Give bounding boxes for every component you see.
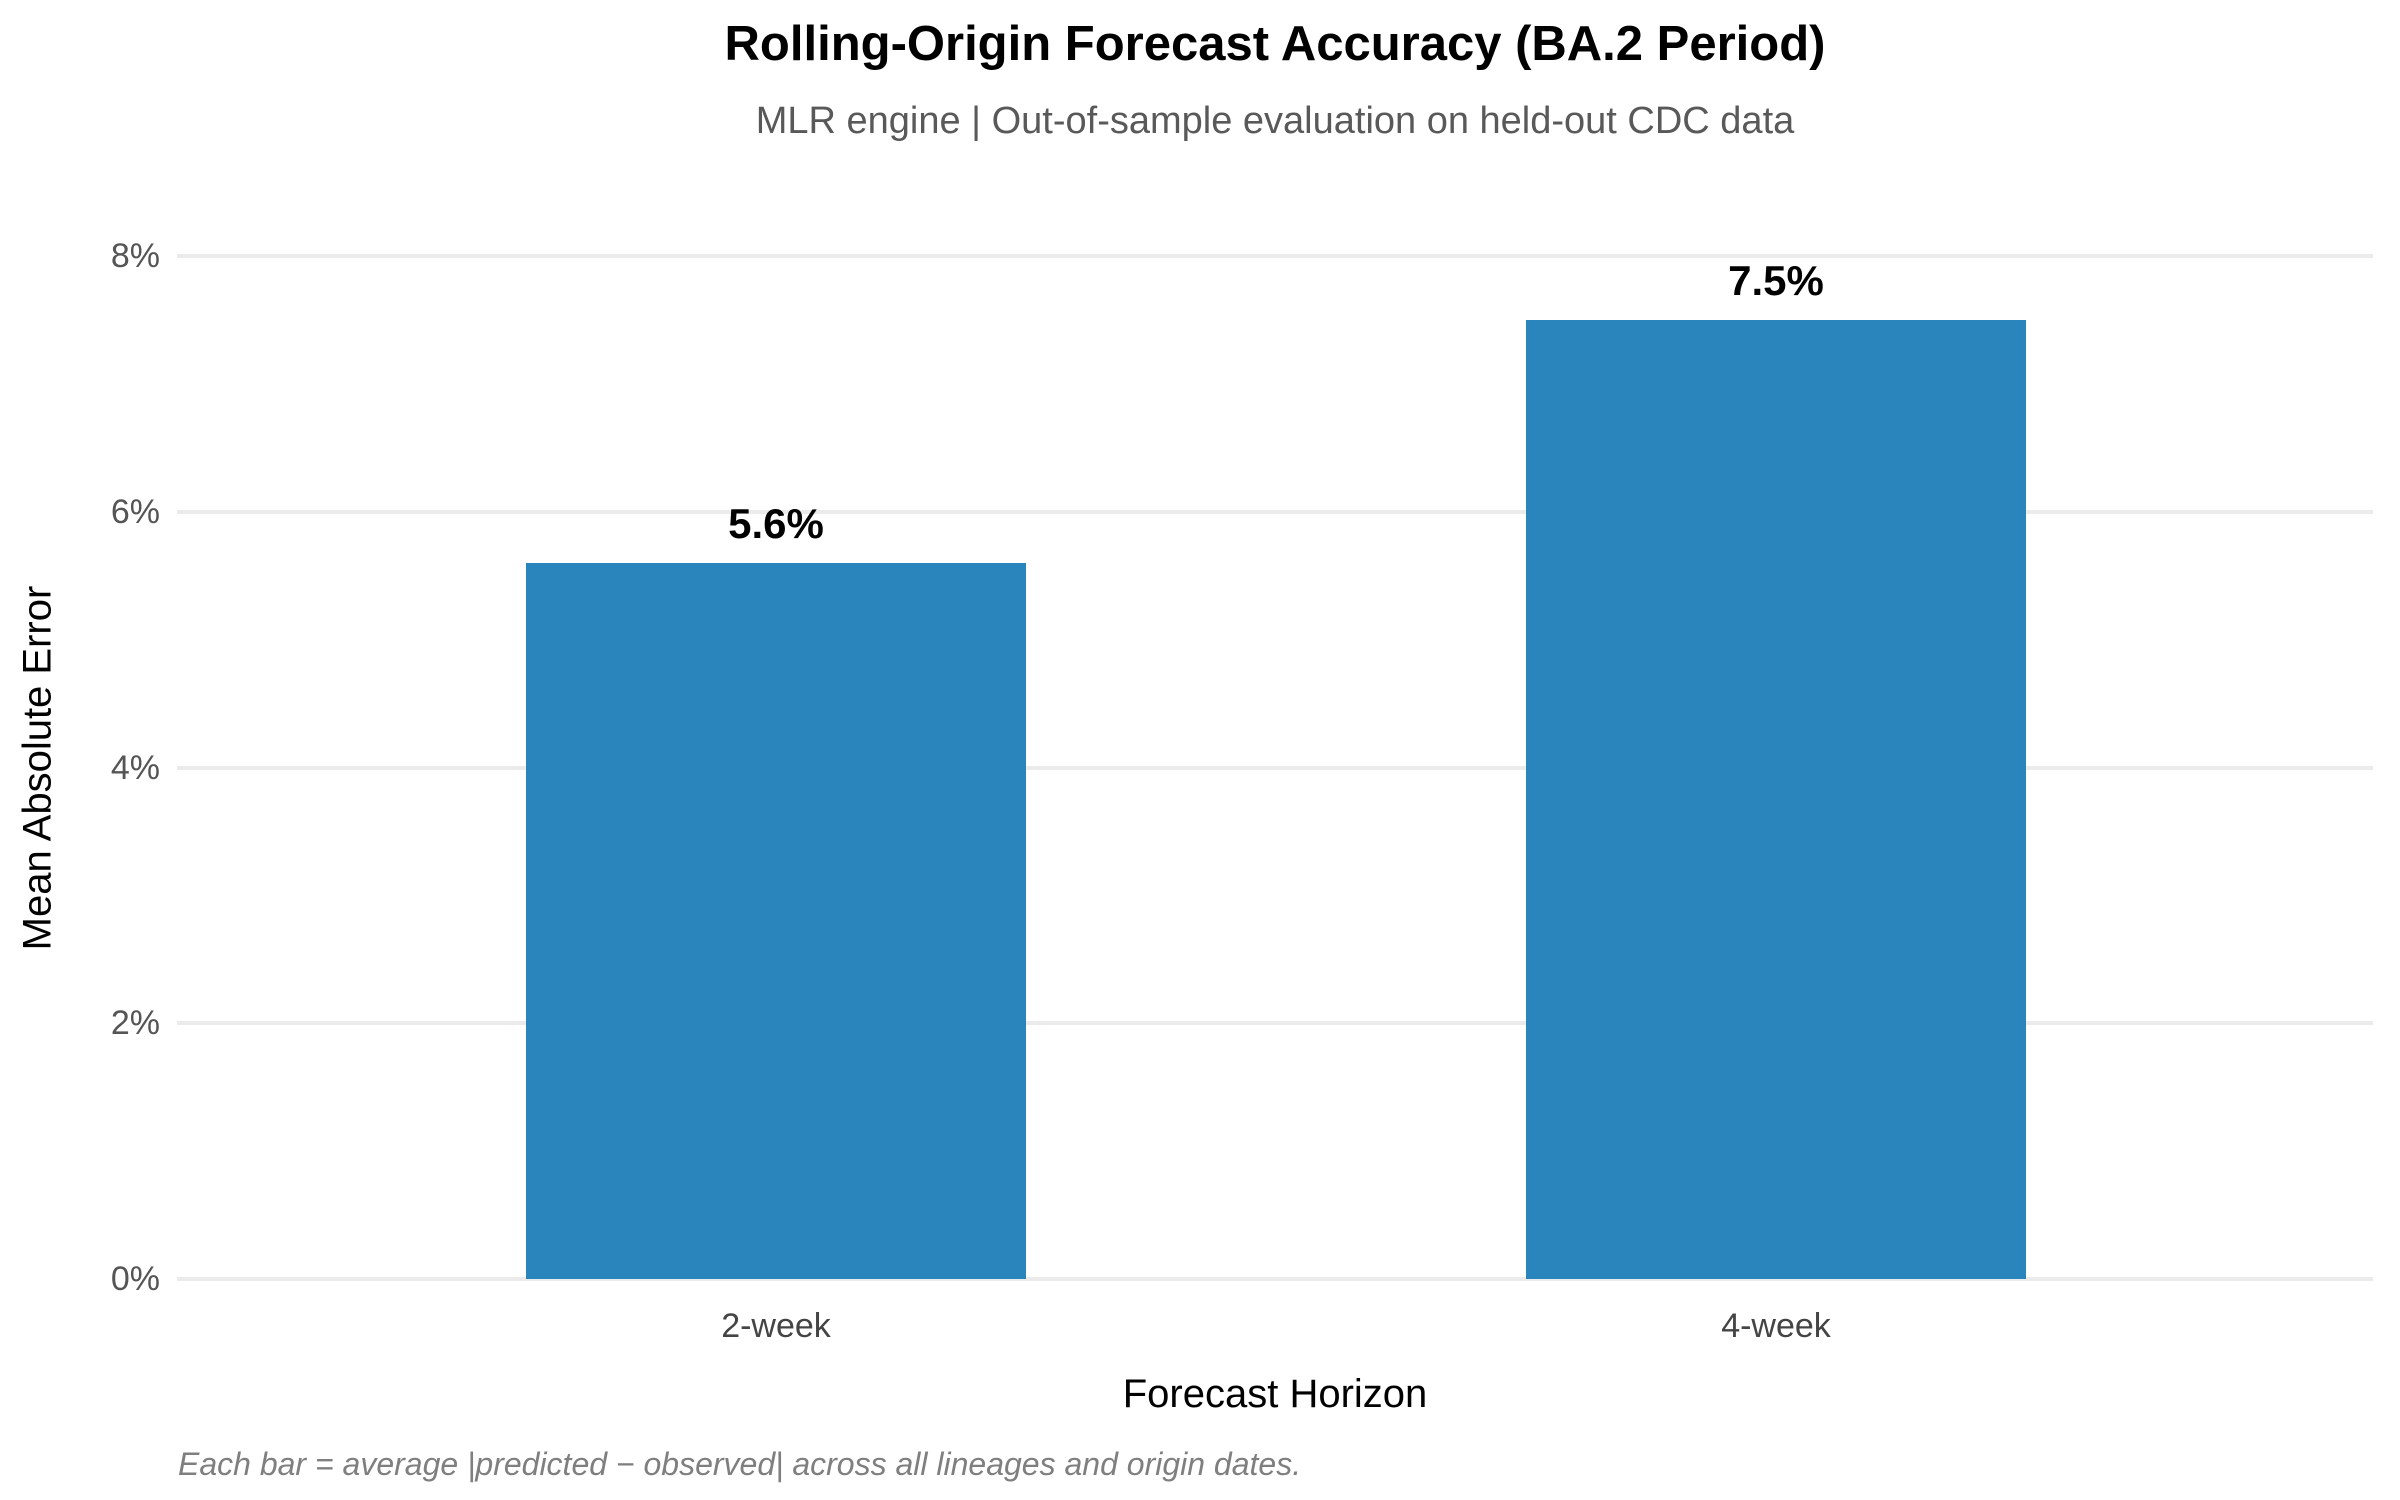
bar-value-label: 7.5% [1728,256,1824,304]
y-axis-tick-labels: 0% 2% 4% 6% 8% [0,239,160,1296]
x-tick-label: 2-week [721,1307,831,1345]
chart-title: Rolling-Origin Forecast Accuracy (BA.2 P… [724,17,1826,71]
y-tick-label: 8% [110,237,160,275]
bar [526,562,1026,1279]
chart-subtitle: MLR engine | Out-of-sample evaluation on… [755,100,1795,142]
x-axis-title: Forecast Horizon [1122,1372,1428,1416]
bar [1526,319,2026,1279]
gridline [177,509,2373,514]
gridline [177,765,2373,770]
x-tick-label: 4-week [1721,1307,1831,1345]
y-axis-title: Mean Absolute Error [15,585,60,951]
bars-area: 5.6% 2-week 7.5% 4-week [276,256,2276,1343]
y-tick-label: 0% [110,1260,160,1298]
y-tick-label: 2% [110,1004,160,1043]
y-tick-label: 4% [110,748,160,787]
plot-area: 5.6% 2-week 7.5% 4-week [177,254,2373,1343]
chart-footnote: Each bar = average |predicted − observed… [178,1446,1302,1482]
gridline [177,254,2373,258]
gridline [177,1277,2373,1281]
bar-value-label: 5.6% [728,499,824,547]
y-tick-label: 6% [110,492,160,531]
gridline [177,1021,2373,1026]
